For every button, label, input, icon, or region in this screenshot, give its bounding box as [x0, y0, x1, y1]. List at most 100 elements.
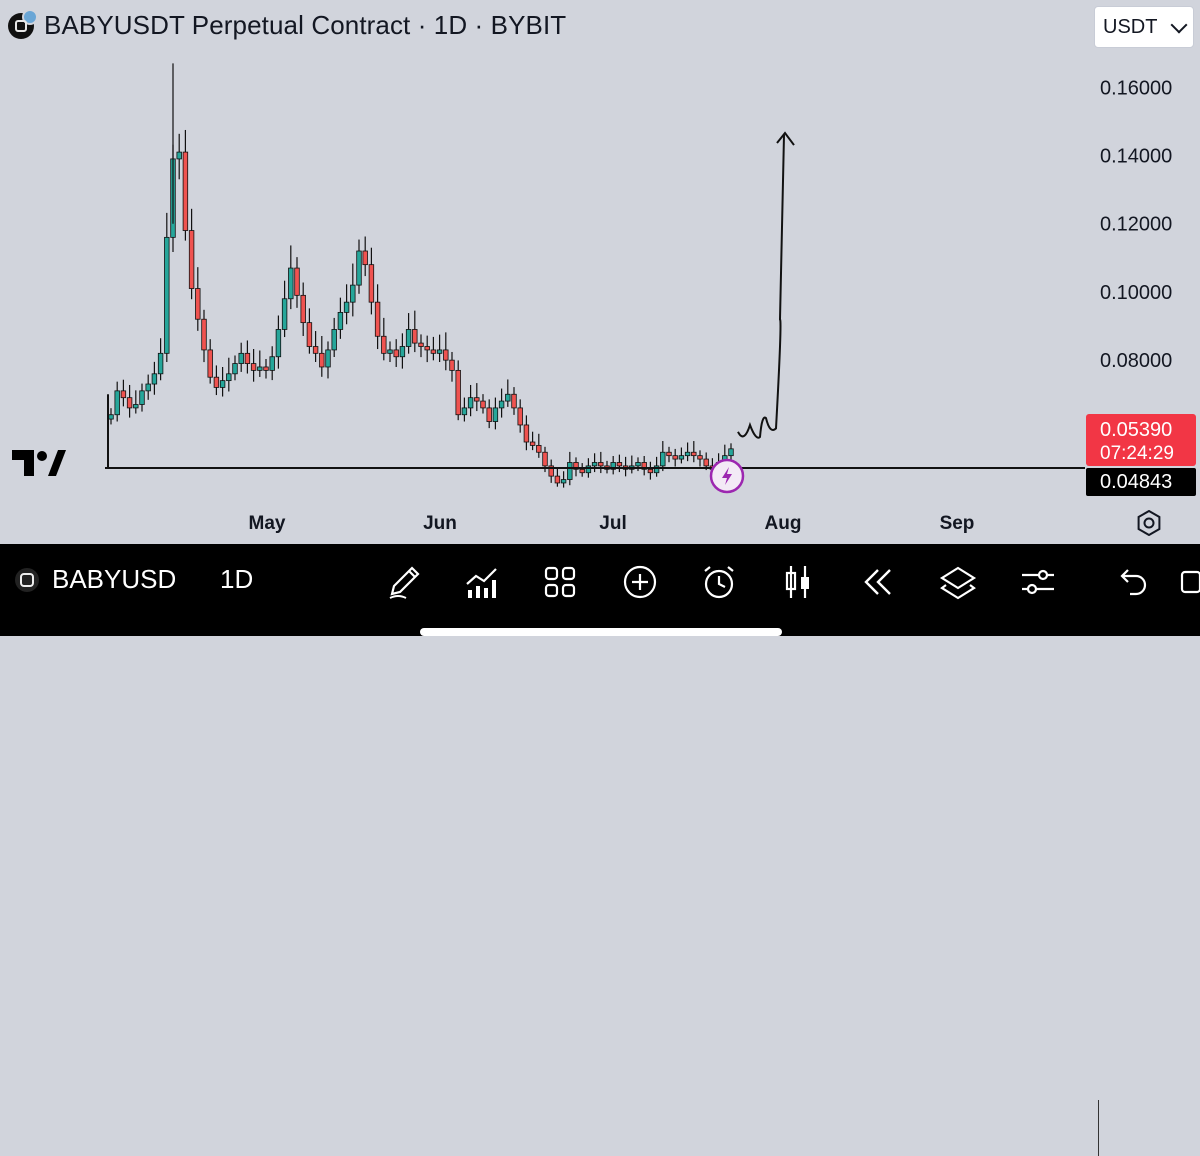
y-tick-label: 0.12000: [1100, 214, 1172, 236]
candle-body: [139, 390, 145, 405]
candle-body: [474, 397, 480, 402]
candle-body: [337, 312, 344, 330]
candle-body: [306, 322, 313, 347]
candle-body: [647, 468, 654, 474]
candle-body: [325, 349, 331, 368]
candle-body: [362, 250, 368, 266]
candle-body: [598, 462, 604, 467]
layers-icon[interactable]: [938, 562, 978, 602]
candle-body: [257, 366, 263, 371]
drawn-projection-arrow: [737, 135, 785, 439]
candle-body: [529, 441, 536, 446]
candle-body: [275, 329, 282, 358]
candle-countdown: 07:24:29: [1100, 443, 1174, 464]
candle-body: [108, 414, 114, 420]
candle-body: [498, 400, 505, 409]
candle-body: [542, 451, 548, 467]
chevron-down-icon: [1170, 16, 1188, 33]
candle-body: [288, 267, 294, 300]
candle-body: [164, 236, 170, 354]
candle-body: [195, 288, 201, 320]
candle-body: [343, 301, 350, 313]
candle-body: [728, 448, 734, 457]
candle-body: [412, 329, 418, 344]
pencil-icon[interactable]: [384, 562, 424, 602]
candle-body: [697, 455, 703, 460]
current-price: 0.05390: [1100, 419, 1173, 441]
currency-select[interactable]: USDT: [1094, 6, 1194, 48]
candles-icon[interactable]: [778, 562, 818, 602]
candle-body: [176, 151, 182, 160]
layouts-icon[interactable]: [540, 562, 580, 602]
arrow-head: [776, 131, 795, 146]
candle-body: [511, 393, 517, 409]
candle-body: [356, 250, 362, 286]
timeframe-button[interactable]: 1D: [220, 564, 254, 594]
candle-body: [691, 451, 697, 457]
candle-body: [536, 445, 542, 453]
candle-body: [250, 363, 257, 371]
y-tick-label: 0.16000: [1100, 77, 1172, 99]
candle-body: [467, 397, 474, 409]
candlestick-chart[interactable]: 0.160000.140000.120000.100000.080000.060…: [0, 0, 1200, 544]
settings-sliders-icon[interactable]: [1018, 562, 1058, 602]
candle-body: [430, 349, 437, 354]
candle-body: [505, 393, 511, 402]
symbol-selector[interactable]: BABYUSD: [14, 564, 176, 595]
candle-body: [455, 369, 461, 416]
candle-body: [244, 352, 251, 364]
current-price-tag: 0.05390 07:24:29: [1086, 414, 1196, 466]
candle-body: [449, 359, 455, 371]
crosshair-price-tag: 0.04843: [1086, 468, 1196, 496]
candle-body: [294, 267, 300, 296]
x-tick-label: Aug: [765, 513, 802, 534]
candle-body: [232, 363, 238, 375]
candle-body: [610, 462, 616, 470]
candle-body: [523, 424, 530, 443]
candle-body: [399, 346, 406, 358]
candle-body: [114, 390, 120, 416]
candle-body: [374, 301, 381, 337]
candle-body: [560, 479, 567, 484]
candle-body: [157, 352, 164, 375]
toolbar-divider: [1098, 1100, 1099, 1156]
candle-body: [133, 404, 139, 409]
chart-header: BABYUSDT Perpetual Contract · 1D · BYBIT: [8, 8, 566, 41]
candle-body: [381, 335, 387, 354]
candle-body: [238, 352, 244, 364]
candle-body: [300, 294, 306, 324]
candle-body: [548, 465, 554, 477]
chart-settings-icon[interactable]: [1136, 510, 1162, 536]
chart-area[interactable]: 0.160000.140000.120000.100000.080000.060…: [0, 0, 1200, 544]
candle-body: [368, 264, 375, 303]
candle-body: [213, 376, 220, 388]
candle-body: [387, 349, 393, 354]
replay-icon[interactable]: [858, 562, 898, 602]
candle-body: [653, 465, 660, 474]
flash-icon: [709, 458, 745, 494]
candle-body: [145, 383, 151, 392]
candle-body: [573, 462, 579, 470]
x-tick-label: Sep: [940, 513, 975, 534]
symbol-logo-icon: [15, 567, 39, 592]
y-tick-label: 0.08000: [1100, 350, 1172, 372]
more-icon[interactable]: [1178, 562, 1200, 602]
candle-body: [393, 349, 399, 358]
candle-body: [660, 451, 666, 467]
candle-body: [424, 346, 430, 351]
candle-body: [319, 352, 325, 368]
candle-body: [492, 407, 499, 422]
candle-body: [579, 468, 585, 474]
candle-body: [219, 380, 226, 388]
symbol-logo-icon: [8, 8, 38, 39]
x-tick-label: Jul: [599, 513, 626, 534]
alarm-clock-icon[interactable]: [699, 562, 739, 602]
candle-body: [616, 462, 623, 467]
indicators-icon[interactable]: [462, 562, 502, 602]
undo-icon[interactable]: [1112, 562, 1152, 602]
candle-body: [151, 373, 158, 385]
add-icon[interactable]: [620, 562, 660, 602]
candle-body: [226, 373, 232, 382]
tradingview-logo-icon[interactable]: [10, 448, 66, 487]
candle-body: [312, 346, 319, 354]
